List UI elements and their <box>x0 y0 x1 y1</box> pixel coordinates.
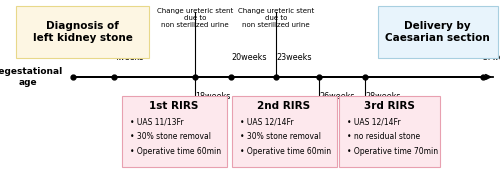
Text: 3rd RIRS: 3rd RIRS <box>364 101 414 111</box>
FancyBboxPatch shape <box>16 6 149 58</box>
Text: Change ureteric stent
due to
non sterilized urine: Change ureteric stent due to non sterili… <box>157 8 233 28</box>
FancyBboxPatch shape <box>378 6 498 58</box>
Text: 28weeks: 28weeks <box>365 92 400 101</box>
Text: Diagnosis of
left kidney stone: Diagnosis of left kidney stone <box>32 21 132 43</box>
Text: • 30% stone removal: • 30% stone removal <box>130 132 211 141</box>
Text: 20weeks: 20weeks <box>231 53 266 62</box>
Text: Gegestational
age: Gegestational age <box>0 67 63 87</box>
Text: 18weeks: 18weeks <box>195 92 230 101</box>
Text: 2nd RIRS: 2nd RIRS <box>258 101 310 111</box>
Text: • UAS 11/13Fr: • UAS 11/13Fr <box>130 118 184 127</box>
Text: 4weeks: 4weeks <box>114 53 144 62</box>
Text: Change ureteric stent
due to
non sterilized urine: Change ureteric stent due to non sterili… <box>238 8 314 28</box>
FancyBboxPatch shape <box>338 96 440 167</box>
Text: 23weeks: 23weeks <box>276 53 312 62</box>
Text: 1st RIRS: 1st RIRS <box>150 101 198 111</box>
Text: Delivery by
Caesarian section: Delivery by Caesarian section <box>385 21 490 43</box>
Text: 26weeks: 26weeks <box>319 92 354 101</box>
FancyBboxPatch shape <box>232 96 336 167</box>
Text: • Operative time 60min: • Operative time 60min <box>130 147 221 156</box>
Text: • UAS 12/14Fr: • UAS 12/14Fr <box>240 118 294 127</box>
Text: • no residual stone: • no residual stone <box>347 132 420 141</box>
Text: 37weeks: 37weeks <box>482 53 500 62</box>
Text: • 30% stone removal: • 30% stone removal <box>240 132 321 141</box>
Text: • UAS 12/14Fr: • UAS 12/14Fr <box>347 118 401 127</box>
Text: • Operative time 60min: • Operative time 60min <box>240 147 331 156</box>
FancyBboxPatch shape <box>122 96 226 167</box>
Text: • Operative time 70min: • Operative time 70min <box>347 147 438 156</box>
